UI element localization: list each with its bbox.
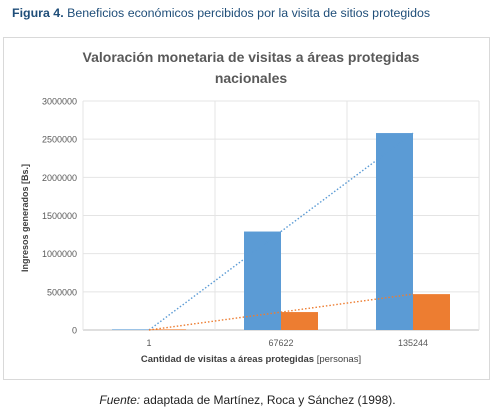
x-tick-label: 67622 <box>268 338 293 348</box>
chart-title-line-1: Valoración monetaria de visitas a áreas … <box>83 49 420 65</box>
y-tick-label: 2000000 <box>42 173 77 183</box>
tick-labels: 0 500000 1000000 1500000 2000000 2500000 30000… <box>42 97 428 349</box>
gridlines <box>82 100 480 331</box>
bar-series-1 <box>112 329 149 330</box>
source-note-label: Fuente: <box>99 393 141 407</box>
source-note: Fuente: adaptada de Martínez, Roca y Sán… <box>0 393 495 407</box>
bar-series-1 <box>376 133 413 330</box>
chart-title-line-2: nacionales <box>215 70 288 86</box>
y-tick-label: 0 <box>72 326 77 336</box>
y-axis-label: Ingresos generados [Bs.] <box>20 164 30 272</box>
x-axis-label: Cantidad de visitas a áreas protegidas [… <box>141 354 361 365</box>
y-tick-label: 3000000 <box>42 97 77 107</box>
trendline-series-1 <box>148 132 414 331</box>
x-axis-label-main: Cantidad de visitas a áreas protegidas <box>141 354 314 365</box>
bar-series-2 <box>413 294 450 330</box>
x-tick-label: 1 <box>146 338 151 348</box>
y-tick-label: 500000 <box>47 287 77 297</box>
x-axis-label-unit: [personas] <box>317 354 361 365</box>
bar-series-1 <box>244 231 281 330</box>
bar-series-2 <box>149 329 186 330</box>
chart-area: Valoración monetaria de visitas a áreas … <box>3 37 490 380</box>
figure-caption-label: Figura 4. <box>12 6 64 20</box>
x-tick-label: 135244 <box>398 338 428 348</box>
figure-caption: Figura 4. Beneficios económicos percibid… <box>12 6 492 20</box>
figure-caption-text: Beneficios económicos percibidos por la … <box>63 6 431 20</box>
y-tick-label: 1000000 <box>42 249 77 259</box>
bars <box>112 133 450 330</box>
trendline-series-2 <box>148 293 414 331</box>
y-tick-label: 2500000 <box>42 135 77 145</box>
chart-svg: Valoración monetaria de visitas a áreas … <box>20 49 480 365</box>
trendlines <box>148 132 414 331</box>
y-tick-label: 1500000 <box>42 211 77 221</box>
source-note-text: adaptada de Martínez, Roca y Sánchez (19… <box>140 393 396 407</box>
bar-series-2 <box>281 312 318 330</box>
